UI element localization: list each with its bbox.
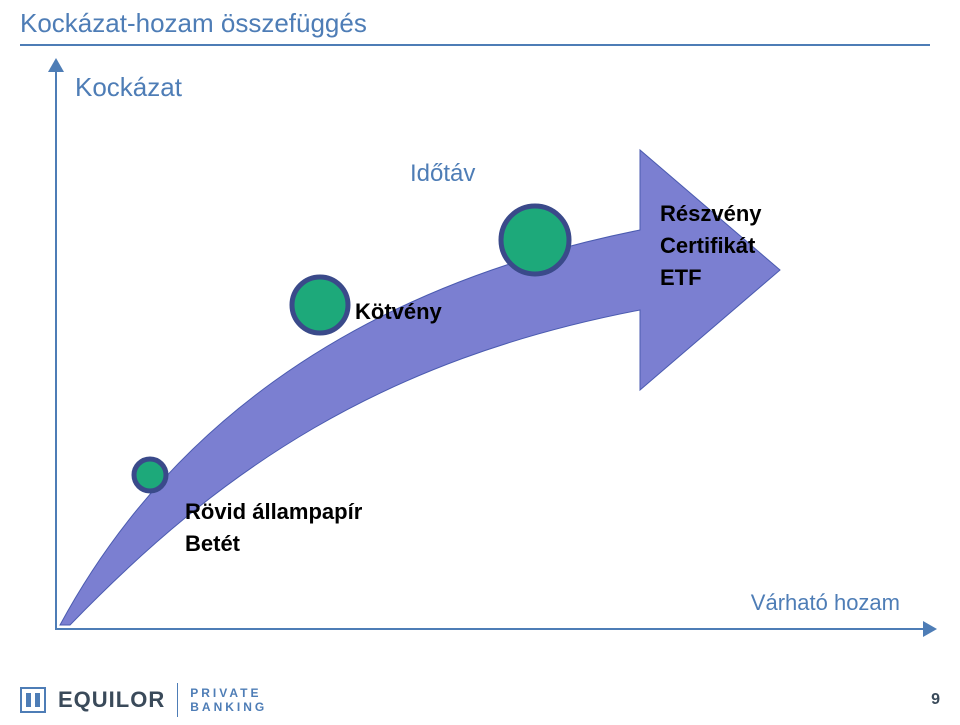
label-reszveny: Részvény bbox=[660, 200, 762, 229]
y-axis-label: Kockázat bbox=[75, 72, 182, 103]
footer: EQUILOR PRIVATE BANKING 9 bbox=[0, 675, 960, 725]
logo: EQUILOR PRIVATE BANKING bbox=[20, 683, 267, 717]
risk-dot-0 bbox=[134, 459, 166, 491]
logo-sub-line1: PRIVATE bbox=[190, 686, 267, 700]
x-axis-label: Várható hozam bbox=[751, 590, 900, 616]
slide: Kockázat-hozam összefüggés Kockázat Várh… bbox=[0, 0, 960, 725]
y-axis bbox=[55, 70, 57, 630]
logo-subtitle: PRIVATE BANKING bbox=[190, 686, 267, 715]
logo-word: EQUILOR bbox=[58, 687, 165, 713]
title-rule bbox=[20, 44, 930, 46]
label-etf: ETF bbox=[660, 264, 702, 293]
label-kotveny: Kötvény bbox=[355, 298, 442, 327]
risk-return-diagram bbox=[0, 0, 960, 725]
y-axis-arrowhead-icon bbox=[48, 58, 64, 72]
label-betet: Betét bbox=[185, 530, 240, 559]
logo-divider bbox=[177, 683, 178, 717]
logo-mark-icon bbox=[20, 687, 46, 713]
label-certif: Certifikát bbox=[660, 232, 755, 261]
label-rovid: Rövid állampapír bbox=[185, 498, 362, 527]
idotav-label: Időtáv bbox=[410, 160, 475, 188]
slide-title: Kockázat-hozam összefüggés bbox=[20, 8, 367, 39]
risk-dot-1 bbox=[292, 277, 348, 333]
x-axis bbox=[55, 628, 925, 630]
x-axis-arrowhead-icon bbox=[923, 621, 937, 637]
logo-sub-line2: BANKING bbox=[190, 700, 267, 714]
risk-dot-2 bbox=[501, 206, 569, 274]
page-number: 9 bbox=[931, 691, 940, 709]
